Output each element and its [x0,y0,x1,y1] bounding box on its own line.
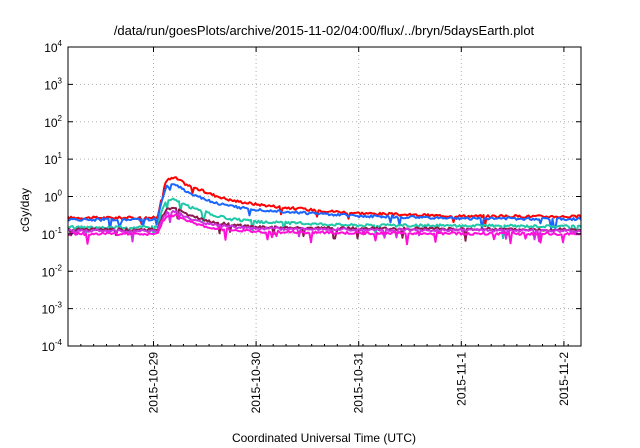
y-axis: 10-4 10-3 10-2 10-1 100 101 102 103 104 [42,39,581,354]
y-axis-label: cGy/day [18,188,32,232]
y-tick-label: 101 [44,151,62,167]
y-tick-label: 10-1 [42,226,63,242]
series-line-1 [67,176,582,228]
y-tick-label: 104 [44,39,62,55]
series-layer [67,176,582,246]
x-tick-label: 2015-10-30 [249,352,263,414]
series-line-5 [67,209,582,243]
y-tick-label: 10-3 [42,301,63,317]
y-tick-label: 10-4 [42,338,63,354]
x-tick-label: 2015-10-31 [352,352,366,414]
x-axis: 2015-10-29 2015-10-30 2015-10-31 2015-11-1 2… [67,47,582,414]
x-tick-label: 2015-11-1 [454,352,468,406]
series-line-2 [67,183,582,233]
x-tick-label: 2015-10-29 [147,352,161,414]
y-tick-label: 10-2 [42,263,63,279]
chart-title: /data/run/goesPlots/archive/2015-11-02/0… [114,23,535,38]
y-tick-label: 100 [44,189,62,205]
series-line-6 [67,213,582,246]
x-axis-label: Coordinated Universal Time (UTC) [232,431,416,445]
y-tick-label: 102 [44,114,62,130]
x-tick-label: 2015-11-2 [557,352,571,406]
grid [68,47,581,346]
y-tick-label: 103 [44,76,62,92]
